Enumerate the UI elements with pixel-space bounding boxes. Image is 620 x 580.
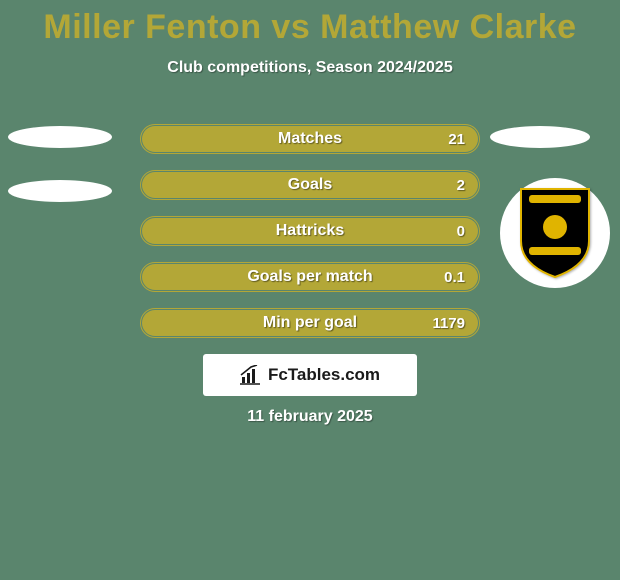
shield-icon	[515, 185, 595, 281]
club-badge	[500, 178, 610, 288]
comparison-infographic: Miller Fenton vs Matthew Clarke Club com…	[0, 0, 620, 580]
stat-bar-goals-per-match: Goals per match 0.1	[140, 262, 480, 292]
brand-box: FcTables.com	[203, 354, 417, 396]
page-title: Miller Fenton vs Matthew Clarke	[0, 0, 620, 47]
stat-label: Goals per match	[141, 268, 479, 286]
subtitle: Club competitions, Season 2024/2025	[0, 59, 620, 77]
stat-bar-hattricks: Hattricks 0	[140, 216, 480, 246]
snapshot-date: 11 february 2025	[0, 408, 620, 426]
stat-label: Hattricks	[141, 222, 479, 240]
stat-label: Goals	[141, 176, 479, 194]
stat-bar-min-per-goal: Min per goal 1179	[140, 308, 480, 338]
stat-value-right: 0.1	[444, 269, 465, 286]
stat-value-right: 2	[457, 177, 465, 194]
left-avatar-stack	[8, 126, 112, 234]
stat-label: Min per goal	[141, 314, 479, 332]
avatar-placeholder	[490, 126, 590, 148]
stat-bar-goals: Goals 2	[140, 170, 480, 200]
avatar-placeholder	[8, 180, 112, 202]
stat-value-right: 21	[448, 131, 465, 148]
brand-text: FcTables.com	[268, 365, 380, 385]
stat-bar-list: Matches 21 Goals 2 Hattricks 0 Goals per…	[140, 124, 480, 354]
stat-bar-matches: Matches 21	[140, 124, 480, 154]
avatar-placeholder	[8, 126, 112, 148]
stat-label: Matches	[141, 130, 479, 148]
stat-value-right: 1179	[432, 315, 465, 332]
bar-chart-icon	[240, 365, 262, 385]
stat-value-right: 0	[457, 223, 465, 240]
